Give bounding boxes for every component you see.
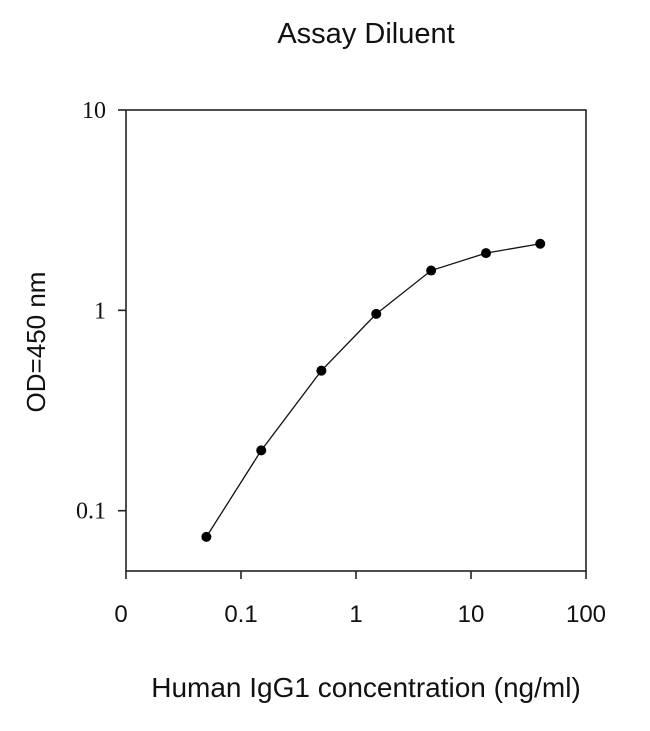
x-tick-label: 0: [114, 601, 127, 628]
series-line: [205, 243, 541, 538]
y-tick-label: 10: [82, 98, 106, 124]
data-point: [256, 445, 267, 456]
data-point: [480, 248, 491, 259]
data-point: [426, 265, 437, 276]
x-tick-label: 10: [458, 601, 485, 628]
data-point: [316, 365, 327, 376]
x-tick-label: 1: [349, 601, 362, 628]
y-tick-label: 1: [94, 298, 106, 324]
y-tick-label: 0.1: [76, 499, 106, 525]
data-points: [201, 238, 546, 542]
y-axis-label: OD=450 nm: [21, 272, 51, 413]
data-point: [535, 238, 546, 249]
y-axis: 0.1 1 10: [76, 98, 126, 525]
data-point: [201, 531, 212, 542]
x-axis-label: Human IgG1 concentration (ng/ml): [151, 672, 581, 703]
x-tick-label: 100: [566, 601, 606, 628]
x-tick-label: 0.1: [224, 601, 257, 628]
chart-title: Assay Diluent: [277, 18, 454, 50]
data-point: [371, 308, 382, 319]
plot-frame: [125, 109, 587, 572]
x-axis: 0 0.1 1 10 100: [114, 571, 606, 628]
